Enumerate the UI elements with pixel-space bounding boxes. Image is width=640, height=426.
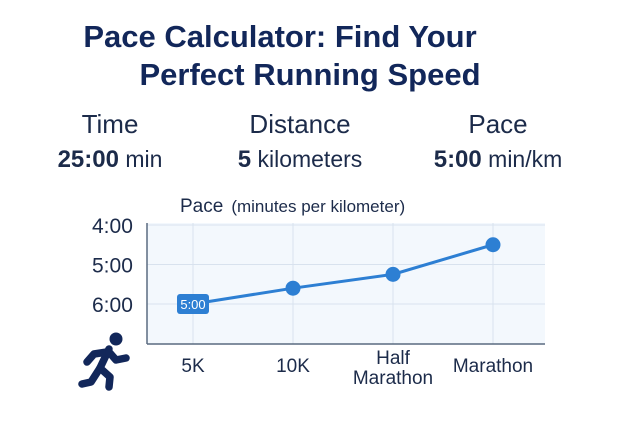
x-tick-label-line: 10K <box>276 356 310 377</box>
stat-pace-value-row: 5:00 min/km <box>398 144 598 175</box>
stat-distance: Distance 5 kilometers <box>200 108 400 175</box>
chart-title: Pace (minutes per kilometer) <box>180 196 405 217</box>
x-tick-label-line: Half <box>376 348 411 369</box>
running-person-icon <box>78 332 130 391</box>
x-tick-label-line: 5K <box>181 356 205 377</box>
data-point <box>385 266 401 282</box>
annotations: 5:00 <box>177 294 209 314</box>
data-label-box <box>177 294 209 314</box>
stat-time-value: 25:00 <box>57 146 119 173</box>
grid <box>147 223 545 344</box>
data-point <box>285 280 301 296</box>
stat-time-value-row: 25:00 min <box>10 144 210 175</box>
x-tick-label: 10K <box>276 356 310 377</box>
series-line <box>192 243 494 306</box>
x-tick-label: Marathon <box>453 356 533 377</box>
page-title: Pace Calculator: Find Your Perfect Runni… <box>0 18 600 94</box>
title-line-2: Perfect Running Speed <box>139 57 481 92</box>
stat-time: Time 25:00 min <box>10 108 210 175</box>
data-label: 5:00 <box>180 297 205 312</box>
x-tick-label-line: Marathon <box>453 356 533 377</box>
stat-distance-value-row: 5 kilometers <box>200 144 400 175</box>
stat-distance-unit: kilometers <box>257 146 363 172</box>
y-tick-label: 5:00 <box>92 255 133 278</box>
stat-time-unit: min <box>125 146 163 172</box>
x-tick-label: 5K <box>181 356 205 377</box>
y-tick-label: 6:00 <box>92 294 133 317</box>
plot-area <box>147 223 545 344</box>
stat-distance-label: Distance <box>249 109 351 139</box>
chart-title-main: Pace <box>180 196 223 217</box>
data-point <box>485 237 501 253</box>
stat-pace-unit: min/km <box>488 146 563 172</box>
y-ticks: 4:00 5:00 6:00 <box>92 215 133 317</box>
stat-pace-label: Pace <box>468 109 528 139</box>
stat-time-label: Time <box>81 109 139 139</box>
stat-pace: Pace 5:00 min/km <box>398 108 598 175</box>
stat-distance-value: 5 <box>237 146 252 173</box>
y-tick-label: 4:00 <box>92 215 133 238</box>
chart-subtitle: (minutes per kilometer) <box>231 197 405 216</box>
title-line-1: Pace Calculator: Find Your <box>83 19 477 54</box>
x-tick-label-line: Marathon <box>353 368 433 389</box>
x-tick-label: Half Marathon <box>353 348 433 389</box>
stat-pace-value: 5:00 <box>433 146 482 173</box>
